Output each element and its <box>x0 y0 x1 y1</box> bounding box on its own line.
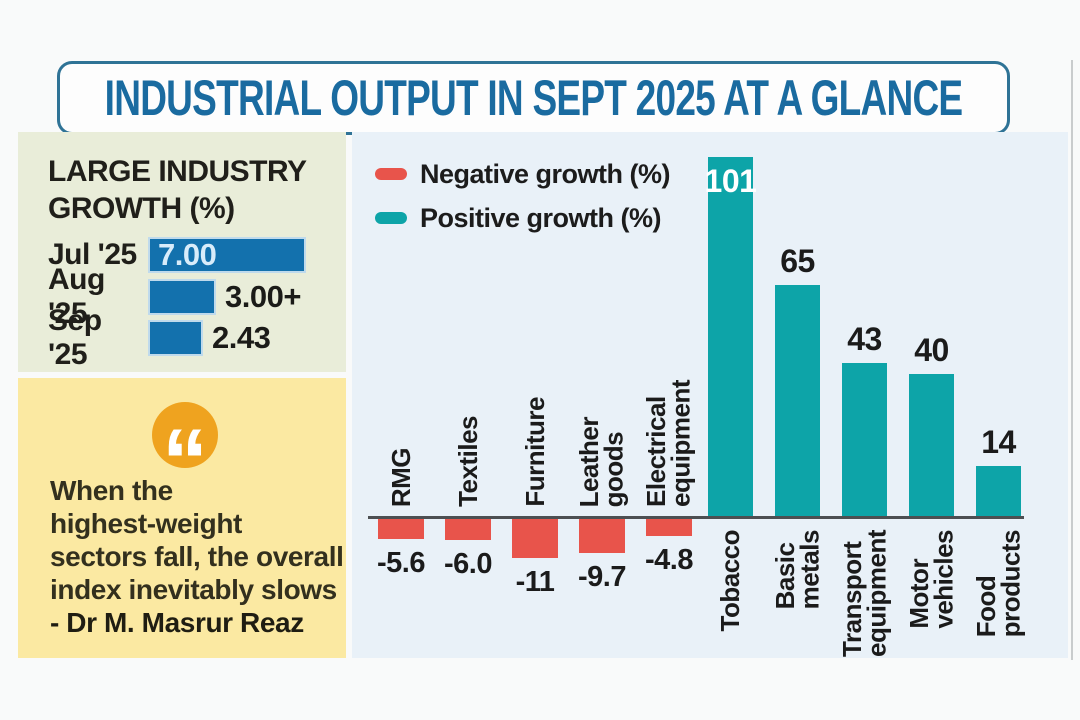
negative-growth-swatch-icon <box>375 168 407 180</box>
growth-row: Jul '25 7.00 <box>48 236 306 274</box>
positive-bar-value: 65 <box>780 243 815 279</box>
growth-panel-heading: LARGE INDUSTRY GROWTH (%) <box>48 154 307 227</box>
legend-label-positive: Positive growth (%) <box>420 202 662 233</box>
positive-bar-value: 40 <box>914 332 949 368</box>
quote-line: highest-weight <box>50 508 242 540</box>
category-text: Food products <box>970 530 1026 638</box>
legend-row-positive: Positive growth (%) <box>375 196 670 240</box>
positive-growth-swatch-icon <box>375 212 407 224</box>
negative-bar <box>445 519 491 540</box>
sector-growth-chart: Negative growth (%) Positive growth (%) … <box>352 132 1068 658</box>
growth-bar: 7.00 <box>148 237 306 273</box>
positive-category-label: Food products <box>954 530 1044 637</box>
category-text: Furniture <box>519 397 550 507</box>
growth-heading-line1: LARGE INDUSTRY <box>48 155 307 188</box>
negative-bar <box>579 519 625 553</box>
right-edge-divider <box>1071 60 1073 660</box>
growth-row-label: Sep '25 <box>48 304 102 371</box>
growth-row-label: Jul '25 <box>48 238 137 271</box>
growth-bar-value: 7.00 <box>158 237 217 272</box>
positive-bar <box>775 285 820 516</box>
quote-icon: “ <box>152 402 218 468</box>
growth-bar <box>148 320 203 356</box>
positive-bar-value: 101 <box>704 163 757 199</box>
category-text: Electrical equipment <box>641 380 696 507</box>
negative-bar-value: -9.7 <box>578 561 626 593</box>
category-text: Basic metals <box>769 530 825 610</box>
growth-row-label: Aug '25 <box>48 263 105 330</box>
positive-bar-value: 43 <box>847 321 882 357</box>
title-banner: INDUSTRIAL OUTPUT IN SEPT 2025 AT A GLAN… <box>57 61 1010 135</box>
category-text: RMG <box>385 447 416 507</box>
quote-line: index inevitably slows <box>50 574 337 606</box>
growth-row: Aug '25 3.00+ <box>48 263 301 330</box>
positive-bar <box>708 157 753 516</box>
category-text: Transport equipment <box>836 530 892 657</box>
category-text: Motor vehicles <box>903 530 959 629</box>
legend-label-negative: Negative growth (%) <box>420 158 671 189</box>
negative-bar-value: -5.6 <box>377 547 425 579</box>
positive-bar <box>909 374 954 516</box>
legend-row-negative: Negative growth (%) <box>375 152 671 196</box>
negative-bar-value: -4.8 <box>645 544 693 576</box>
category-text: Tobacco <box>715 530 746 632</box>
page-title: INDUSTRIAL OUTPUT IN SEPT 2025 AT A GLAN… <box>104 70 963 126</box>
growth-heading-line2: GROWTH (%) <box>48 191 235 225</box>
negative-category-label: Electrical equipment <box>624 260 714 507</box>
positive-bar <box>842 363 887 516</box>
positive-bar-value: 14 <box>981 424 1016 460</box>
quote-attribution: - Dr M. Masrur Reaz <box>50 607 304 639</box>
quote-text: When the highest-weight sectors fall, th… <box>50 474 344 639</box>
growth-row: Sep '25 2.43 <box>48 304 271 371</box>
zero-axis-line <box>368 516 1024 519</box>
positive-bar <box>976 466 1021 516</box>
category-text: Textiles <box>452 416 483 507</box>
growth-bar-value: 2.43 <box>212 320 271 355</box>
chart-legend: Negative growth (%) Positive growth (%) <box>375 152 671 240</box>
growth-bar <box>148 279 216 315</box>
negative-bar <box>512 519 558 558</box>
negative-bar-value: -6.0 <box>444 548 492 580</box>
quote-glyph: “ <box>162 411 208 468</box>
category-text: Leather goods <box>574 416 629 507</box>
quote-line: When the <box>50 475 173 506</box>
quote-panel: “ When the highest-weight sectors fall, … <box>18 378 346 658</box>
growth-bar-value: 3.00+ <box>225 279 301 314</box>
quote-line: sectors fall, the overall <box>50 541 344 573</box>
negative-bar <box>646 519 692 536</box>
negative-bar-value: -11 <box>515 566 555 598</box>
large-industry-growth-panel: LARGE INDUSTRY GROWTH (%) Jul '25 7.00 Aug… <box>18 132 346 372</box>
negative-bar <box>378 519 424 539</box>
